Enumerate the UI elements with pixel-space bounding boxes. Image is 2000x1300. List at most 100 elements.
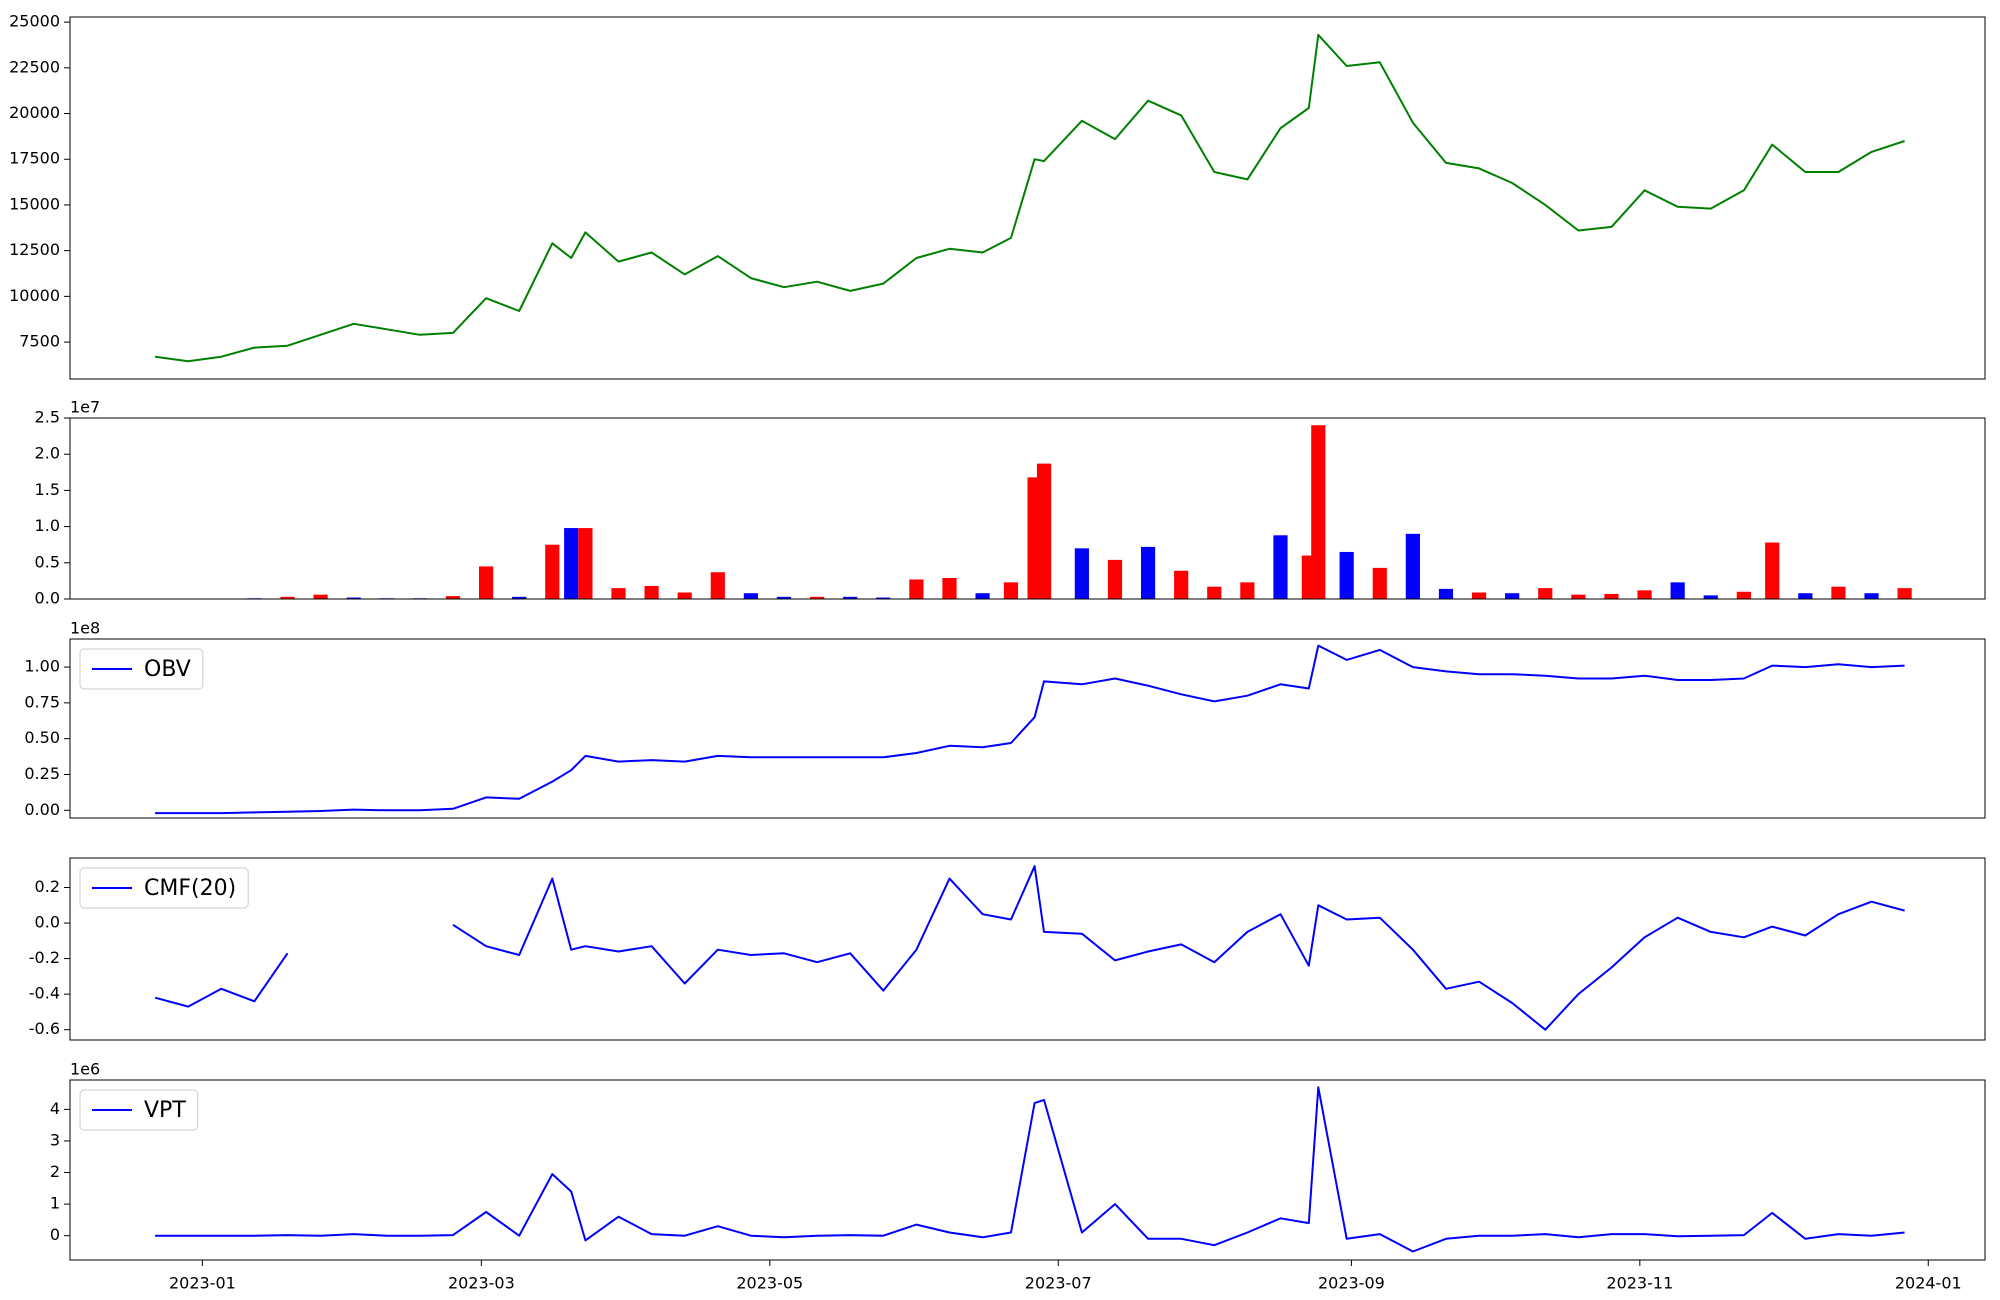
volume-bar [1074,548,1089,599]
volume-bar [1140,546,1156,599]
series-line [154,33,1905,363]
y-tick-label: 7500 [19,332,60,351]
legend-label: VPT [144,1098,186,1123]
y-tick-label: 2 [50,1162,60,1181]
y-tick-label: 1 [50,1194,60,1213]
volume-bar [445,596,461,599]
volume-bar [512,596,527,599]
legend: VPT [79,1089,199,1131]
volume-bar [1703,595,1718,599]
volume-bar [1036,463,1052,599]
y-tick-label: 0.25 [24,764,60,783]
volume-bar [909,579,924,599]
y-tick-label: 0.00 [24,800,60,819]
volume-bar [578,528,593,599]
y-tick-label: 0.5 [35,552,60,571]
y-tick-label: 20000 [9,103,60,122]
series-line [154,865,1905,1031]
volume-bar [809,596,825,599]
volume-bar [280,596,295,599]
axes-frame [69,16,1986,380]
volume-bar [346,597,361,599]
volume-bar [1604,593,1619,599]
axes-frame [69,638,1986,819]
y-tick-label: -0.6 [29,1019,60,1038]
y-tick-label: 1.0 [35,516,60,535]
panel: 7500 10000 12500 15000 17500 20000 22500 25000 [9,12,1986,380]
volume-bar [843,596,858,599]
y-tick-label: 0.75 [24,692,60,711]
volume-bar [876,597,891,599]
panel: 0 1 2 3 4 1e6 2023-01 2023-03 2023-05 2023-07 2023… [50,1060,1986,1293]
volume-bar [1311,425,1326,599]
volume-bar [1405,533,1420,599]
y-tick-label: 25000 [9,12,60,31]
volume-bar [1471,592,1487,599]
volume-bar [743,593,758,599]
legend: OBV [79,648,204,690]
volume-bar [1864,593,1879,599]
y-tick-label: -0.2 [29,948,60,967]
y-offset-label: 1e6 [70,1060,100,1079]
y-offset-label: 1e8 [70,619,100,638]
volume-bar [1897,588,1912,599]
legend-box [79,1089,199,1131]
axes-frame [69,857,1986,1041]
volume-bar [1003,582,1019,599]
volume-bar [710,572,725,599]
y-tick-label: 22500 [9,57,60,76]
volume-bar [564,528,579,599]
volume-bar [1571,594,1586,599]
volume-bar [1438,588,1454,599]
x-tick-label: 2023-11 [1606,1274,1673,1293]
volume-bar [1505,593,1520,599]
volume-bar [1765,542,1780,599]
x-tick-label: 2023-01 [169,1274,236,1293]
y-tick-label: 1.5 [35,480,60,499]
y-tick-label: 4 [50,1099,60,1118]
legend-label: CMF(20) [144,876,236,901]
x-tick-label: 2023-07 [1025,1274,1092,1293]
volume-bar [313,594,328,599]
y-tick-label: -0.4 [29,984,60,1003]
volume-bar [1339,551,1354,599]
y-tick-label: 2.5 [35,408,60,427]
x-tick-label: 2023-03 [448,1274,515,1293]
volume-bar [1637,590,1652,599]
y-tick-label: 3 [50,1130,60,1149]
legend-box [79,648,204,690]
y-tick-label: 0.0 [35,913,60,932]
y-tick-label: 12500 [9,240,60,259]
volume-bar [1798,593,1813,599]
volume-bar [1174,570,1189,599]
legend-label: OBV [144,657,191,682]
volume-bar [545,544,560,599]
volume-bar [1670,582,1685,599]
panel: -0.6 -0.4 -0.2 0.0 0.2 CMF(20) [29,857,1986,1041]
volume-bar [1372,567,1387,599]
y-tick-label: 10000 [9,286,60,305]
axes-frame [69,1079,1986,1261]
volume-bar [1736,591,1751,599]
panel: 0.00 0.25 0.50 0.75 1.00 1e8 OBV [24,619,1986,819]
volume-bar [479,566,494,599]
y-tick-label: 0.0 [35,589,60,608]
y-tick-label: 0.2 [35,877,60,896]
volume-bar [1273,535,1288,599]
y-tick-label: 17500 [9,149,60,168]
y-tick-label: 0.50 [24,728,60,747]
volume-bar [1240,582,1255,599]
volume-bar [1831,586,1846,599]
volume-bar [677,592,692,599]
volume-bar [611,588,626,599]
axes-frame [69,417,1986,600]
legend: CMF(20) [79,867,249,909]
x-tick-label: 2023-05 [736,1274,803,1293]
y-tick-label: 2.0 [35,444,60,463]
volume-bar [975,593,990,599]
series-line [155,644,1905,815]
volume-bar [942,578,957,599]
y-tick-label: 0 [50,1225,60,1244]
volume-bar [1207,586,1222,599]
